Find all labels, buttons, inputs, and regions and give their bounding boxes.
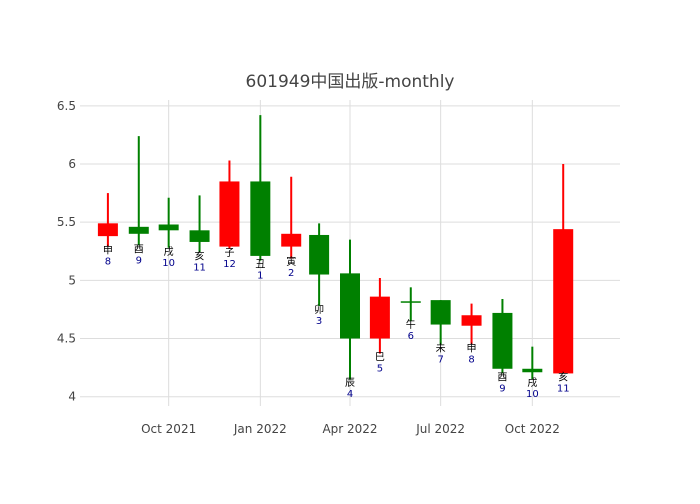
candle-month-label: 9 <box>136 255 142 266</box>
candle-month-label: 8 <box>105 257 111 268</box>
candle-body <box>461 315 482 326</box>
candle-body <box>250 181 271 256</box>
candle-body <box>522 368 543 373</box>
candle-body <box>219 181 240 247</box>
candle-month-label: 11 <box>557 383 570 394</box>
candle-branch-label: 寅 <box>286 255 296 268</box>
candle-branch-label: 戌 <box>527 376 537 389</box>
candle-body <box>340 273 360 339</box>
candle-month-label: 1 <box>257 271 263 282</box>
candle-body <box>281 233 302 247</box>
candle-branch-label: 申 <box>103 244 113 257</box>
candle-body <box>400 301 421 303</box>
candle-branch-label: 丑 <box>255 260 265 271</box>
candle-branch-label: 酉 <box>134 244 144 255</box>
y-tick-label: 6 <box>68 157 76 171</box>
y-tick-label: 5 <box>68 273 76 287</box>
candle-month-label: 2 <box>288 268 294 279</box>
candle-month-label: 9 <box>499 383 505 394</box>
candle-branch-label: 午 <box>406 318 416 331</box>
y-tick-label: 4 <box>68 390 76 404</box>
candle-branch-label: 亥 <box>558 370 568 383</box>
candle-body <box>309 234 330 275</box>
x-tick-label: Apr 2022 <box>322 422 377 436</box>
y-tick-label: 4.5 <box>57 332 76 346</box>
candle-body <box>189 230 210 242</box>
candle-body <box>369 296 390 339</box>
candle-month-label: 7 <box>437 354 443 365</box>
x-tick-label: Oct 2022 <box>505 422 560 436</box>
x-tick-label: Jul 2022 <box>415 422 465 436</box>
candle-month-label: 8 <box>468 354 474 365</box>
candle-branch-label: 申 <box>467 341 477 354</box>
candle-body <box>128 226 149 234</box>
candle-branch-label: 未 <box>436 342 446 354</box>
candle-month-label: 6 <box>408 331 414 342</box>
candle-branch-label: 辰 <box>345 377 355 389</box>
candle-month-label: 12 <box>223 259 236 270</box>
candle-branch-label: 巳 <box>375 352 385 364</box>
x-tick-label: Oct 2021 <box>141 422 196 436</box>
candle-branch-label: 酉 <box>497 372 507 383</box>
y-tick-label: 5.5 <box>57 215 76 229</box>
candle-branch-label: 卯 <box>314 304 324 316</box>
chart-title: 601949中国出版-monthly <box>246 72 455 92</box>
candle-body <box>158 224 179 231</box>
candle-branch-label: 子 <box>224 247 234 259</box>
candle-layer <box>97 115 574 380</box>
candle-body <box>492 312 513 369</box>
y-tick-label: 6.5 <box>57 99 76 113</box>
candle-body <box>553 229 574 374</box>
candle-month-label: 10 <box>526 389 539 400</box>
candle-body <box>430 300 451 325</box>
x-tick-label: Jan 2022 <box>233 422 287 436</box>
candle-branch-label: 亥 <box>195 249 205 262</box>
candle-month-label: 5 <box>377 364 383 375</box>
candle-month-label: 3 <box>316 316 322 327</box>
candle-month-label: 10 <box>162 258 175 269</box>
candle-month-label: 4 <box>347 389 353 400</box>
axis-layer: 4 4.5 5 5.5 6 6.5 Oct 2021 Jan 2022 Apr 2022 Jul … <box>57 99 560 436</box>
candle-branch-label: 戌 <box>164 245 174 258</box>
candle-body <box>97 223 118 237</box>
candle-month-label: 11 <box>193 262 206 273</box>
